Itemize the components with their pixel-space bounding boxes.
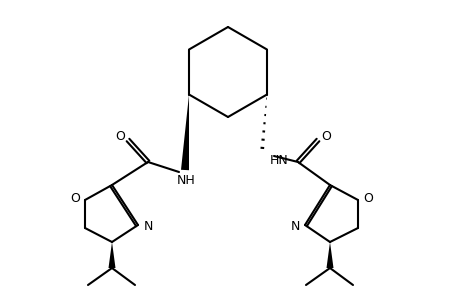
- Text: O: O: [70, 191, 80, 205]
- Text: O: O: [362, 191, 372, 205]
- Polygon shape: [108, 242, 115, 268]
- Text: HN: HN: [269, 154, 288, 166]
- Text: N: N: [290, 220, 299, 233]
- Text: O: O: [320, 130, 330, 142]
- Polygon shape: [180, 94, 189, 170]
- Text: O: O: [115, 130, 125, 142]
- Text: N: N: [143, 220, 152, 233]
- Text: NH: NH: [176, 175, 195, 188]
- Polygon shape: [326, 242, 333, 268]
